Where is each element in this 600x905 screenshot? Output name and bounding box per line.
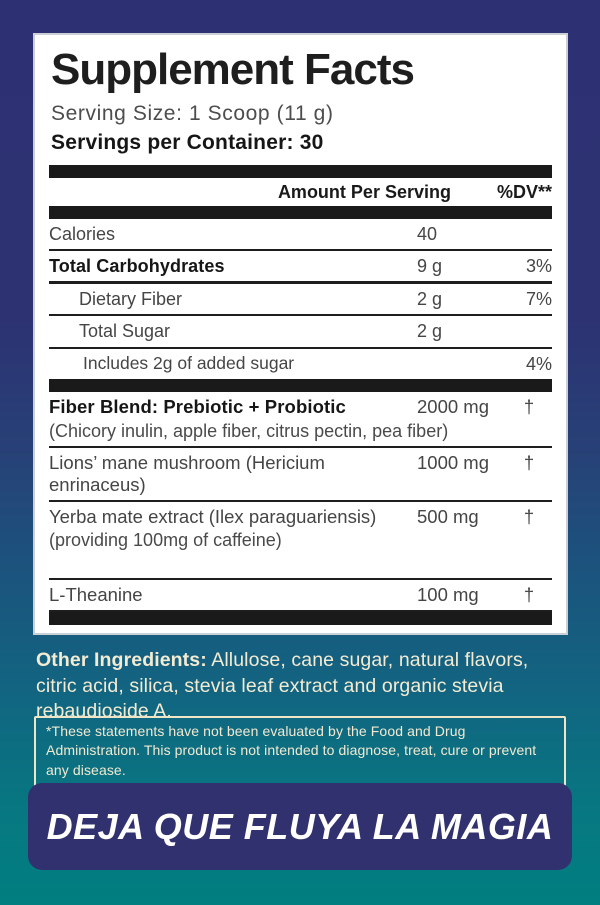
table-row-total-carbohydrates: Total Carbohydrates 9 g 3%	[49, 251, 552, 285]
daily-value-dagger: †	[523, 396, 535, 418]
fda-disclaimer-text: *These statements have not been evaluate…	[46, 723, 537, 778]
separator-bar-header	[49, 205, 552, 219]
nutrient-amount: 2 g	[417, 321, 443, 342]
nutrient-amount: 9 g	[417, 255, 443, 276]
other-ingredients-label: Other Ingredients:	[36, 649, 207, 671]
other-ingredients-paragraph: Other Ingredients: Allulose, cane sugar,…	[36, 648, 568, 725]
nutrient-dv: 4%	[525, 353, 552, 374]
panel-title: Supplement Facts	[51, 45, 415, 94]
nutrient-name: Total Carbohydrates	[49, 255, 225, 276]
ingredient-amount: 100 mg	[417, 584, 479, 606]
separator-bar-middle	[49, 379, 552, 393]
nutrient-name: Dietary Fiber	[79, 289, 183, 310]
table-row-dietary-fiber: Dietary Fiber 2 g 7%	[49, 284, 552, 317]
slogan-banner: DEJA QUE FLUYA LA MAGIA	[28, 783, 572, 870]
nutrient-dv: 3%	[525, 255, 552, 276]
ingredient-amount: 500 mg	[417, 505, 479, 527]
nutrient-name: Includes 2g of added sugar	[83, 352, 295, 373]
ingredient-name: Fiber Blend: Prebiotic + Probiotic	[49, 396, 346, 418]
ingredient-subtitle: (providing 100mg of caffeine)	[49, 530, 282, 551]
fda-disclaimer-box: *These statements have not been evaluate…	[34, 716, 566, 787]
ingredient-name: L-Theanine	[49, 584, 143, 606]
servings-per-container-text: Servings per Container: 30	[51, 130, 324, 154]
table-row-calories: Calories 40	[49, 219, 552, 251]
ingredient-amount: 1000 mg	[417, 451, 489, 473]
ingredient-name: Lions’ mane mushroom (Hericium enrinaceu…	[49, 451, 325, 496]
nutrient-name: Total Sugar	[79, 321, 171, 342]
supplement-facts-panel: Supplement Facts Serving Size: 1 Scoop (…	[33, 33, 568, 635]
daily-value-dagger: †	[523, 505, 535, 527]
nutrient-amount: 40	[417, 223, 438, 244]
percent-dv-header: %DV**	[496, 181, 552, 202]
serving-size-text: Serving Size: 1 Scoop (11 g)	[51, 101, 334, 125]
table-row-fiber-blend: Fiber Blend: Prebiotic + Probiotic 2000 …	[49, 392, 552, 448]
table-row-total-sugar: Total Sugar 2 g	[49, 316, 552, 349]
separator-bar-bottom	[49, 611, 552, 625]
amount-per-serving-header: Amount Per Serving	[277, 181, 451, 202]
ingredient-name: Yerba mate extract (Ilex paraguariensis)	[49, 505, 377, 527]
nutrient-dv: 7%	[525, 289, 552, 310]
table-row-lions-mane: Lions’ mane mushroom (Hericium enrinaceu…	[49, 448, 552, 502]
nutrient-name: Calories	[49, 223, 116, 244]
daily-value-dagger: †	[523, 451, 535, 473]
table-row-added-sugar: Includes 2g of added sugar 4%	[49, 349, 552, 379]
table-row-yerba-mate: Yerba mate extract (Ilex paraguariensis)…	[49, 502, 552, 581]
nutrient-amount: 2 g	[417, 289, 443, 310]
table-column-header: Amount Per Serving %DV**	[49, 178, 552, 206]
table-row-l-theanine: L-Theanine 100 mg †	[49, 580, 552, 612]
slogan-text: DEJA QUE FLUYA LA MAGIA	[46, 805, 554, 847]
ingredient-subtitle: (Chicory inulin, apple fiber, citrus pec…	[49, 420, 449, 441]
separator-bar-top	[49, 164, 552, 178]
daily-value-dagger: †	[523, 584, 535, 606]
ingredient-amount: 2000 mg	[417, 396, 489, 418]
